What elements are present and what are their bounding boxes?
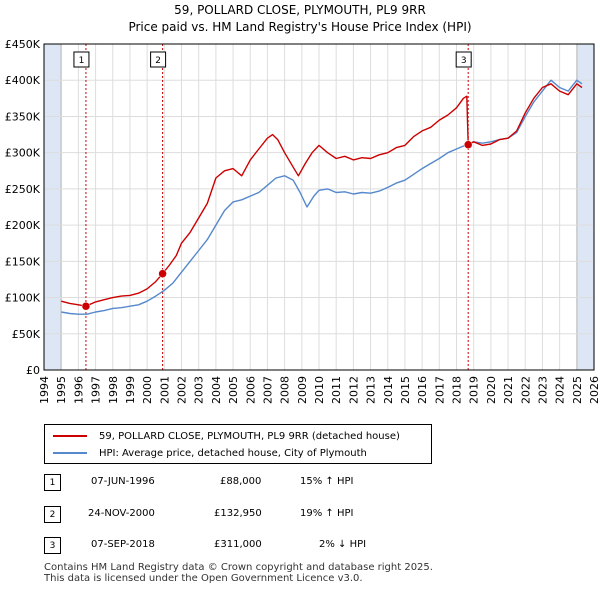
sale-label-box bbox=[150, 51, 167, 68]
legend-label-hpi: HPI: Average price, detached house, City… bbox=[99, 447, 367, 459]
sale-point bbox=[158, 269, 167, 278]
x-tick-label: 2012 bbox=[347, 376, 360, 404]
x-tick-label: 2014 bbox=[382, 376, 395, 404]
chart-subtitle: Price paid vs. HM Land Registry's House … bbox=[128, 20, 472, 34]
x-tick-label: 2019 bbox=[468, 376, 481, 404]
x-tick-label: 2013 bbox=[365, 376, 378, 404]
sale-price: £311,000 bbox=[214, 539, 262, 550]
x-tick-label: 2022 bbox=[519, 376, 532, 404]
x-tick-label: 2007 bbox=[261, 376, 274, 404]
x-tick-label: 2008 bbox=[279, 376, 292, 404]
sale-hpi-diff: 19% ↑ HPI bbox=[300, 508, 354, 519]
plot-frame bbox=[43, 43, 595, 371]
sale-date: 07-JUN-1996 bbox=[91, 476, 155, 487]
x-tick-label: 2006 bbox=[244, 376, 257, 404]
y-tick-label: £250K bbox=[5, 183, 41, 196]
legend-label-property: 59, POLLARD CLOSE, PLYMOUTH, PL9 9RR (de… bbox=[99, 430, 400, 442]
sale-number-badge: 1 bbox=[44, 474, 61, 491]
chart-title: 59, POLLARD CLOSE, PLYMOUTH, PL9 9RR bbox=[174, 3, 426, 17]
sale-price: £88,000 bbox=[220, 476, 262, 487]
x-tick-label: 1996 bbox=[72, 376, 85, 404]
legend-item-property: 59, POLLARD CLOSE, PLYMOUTH, PL9 9RR (de… bbox=[53, 429, 400, 443]
legend-swatch-hpi bbox=[53, 452, 87, 454]
y-tick-label: £450K bbox=[5, 38, 41, 51]
x-tick-label: 2015 bbox=[399, 376, 412, 404]
y-tick-label: £100K bbox=[5, 292, 41, 305]
x-tick-label: 2005 bbox=[227, 376, 240, 404]
x-tick-label: 2010 bbox=[313, 376, 326, 404]
shaded-range bbox=[576, 44, 594, 370]
chart-legend: 59, POLLARD CLOSE, PLYMOUTH, PL9 9RR (de… bbox=[44, 424, 432, 464]
y-tick-label: £300K bbox=[5, 147, 41, 160]
x-tick-label: 2000 bbox=[141, 376, 154, 404]
sale-hpi-diff: 2% ↓ HPI bbox=[319, 539, 367, 550]
sale-date: 07-SEP-2018 bbox=[91, 539, 155, 550]
y-tick-label: £0 bbox=[26, 364, 40, 377]
sale-date: 24-NOV-2000 bbox=[88, 508, 155, 519]
y-tick-label: £400K bbox=[5, 74, 41, 87]
x-tick-label: 2009 bbox=[296, 376, 309, 404]
x-tick-label: 2002 bbox=[176, 376, 189, 404]
footer-notice: Contains HM Land Registry data © Crown c… bbox=[44, 562, 433, 584]
x-tick-label: 2016 bbox=[416, 376, 429, 404]
sale-label-box bbox=[73, 51, 90, 68]
x-tick-label: 1998 bbox=[107, 376, 120, 404]
sale-price: £132,950 bbox=[214, 508, 262, 519]
sale-label-box bbox=[455, 51, 472, 68]
x-tick-label: 2024 bbox=[554, 376, 567, 404]
x-tick-label: 1995 bbox=[55, 376, 68, 404]
shaded-range bbox=[44, 44, 62, 370]
price-chart: £0 £50K £100K £150K £200K £250K £300K £350K £400… bbox=[5, 38, 600, 404]
sale-number-badge: 2 bbox=[44, 506, 61, 523]
x-tick-label: 2001 bbox=[158, 376, 171, 404]
sale-label-text: 2 bbox=[155, 56, 161, 66]
y-tick-label: £50K bbox=[12, 328, 41, 341]
sale-label-text: 1 bbox=[79, 56, 85, 66]
sale-point bbox=[81, 301, 91, 311]
x-tick-label: 2011 bbox=[330, 376, 343, 404]
sale-number-badge: 3 bbox=[44, 537, 61, 554]
x-tick-label: 2018 bbox=[451, 376, 464, 404]
footer-licence: This data is licensed under the Open Gov… bbox=[44, 573, 363, 584]
y-tick-label: £150K bbox=[5, 255, 41, 268]
x-tick-label: 2025 bbox=[571, 376, 584, 404]
footer-copyright: Contains HM Land Registry data © Crown c… bbox=[44, 562, 433, 573]
x-tick-label: 2017 bbox=[433, 376, 446, 404]
x-tick-label: 2026 bbox=[588, 376, 600, 404]
y-tick-label: £350K bbox=[5, 110, 41, 123]
x-tick-label: 2003 bbox=[193, 376, 206, 404]
x-tick-label: 1994 bbox=[38, 376, 51, 404]
sale-point bbox=[463, 140, 473, 149]
x-tick-label: 1997 bbox=[90, 376, 103, 404]
y-tick-label: £200K bbox=[5, 219, 41, 232]
sale-label-text: 3 bbox=[461, 56, 467, 66]
legend-item-hpi: HPI: Average price, detached house, City… bbox=[53, 446, 367, 460]
property-price-line bbox=[61, 83, 583, 307]
x-tick-label: 2021 bbox=[502, 376, 515, 404]
x-tick-label: 1999 bbox=[124, 376, 137, 404]
legend-swatch-property bbox=[53, 435, 87, 437]
x-tick-label: 2023 bbox=[536, 376, 549, 404]
x-tick-label: 2020 bbox=[485, 376, 498, 404]
x-tick-label: 2004 bbox=[210, 376, 223, 404]
sale-hpi-diff: 15% ↑ HPI bbox=[300, 476, 354, 487]
